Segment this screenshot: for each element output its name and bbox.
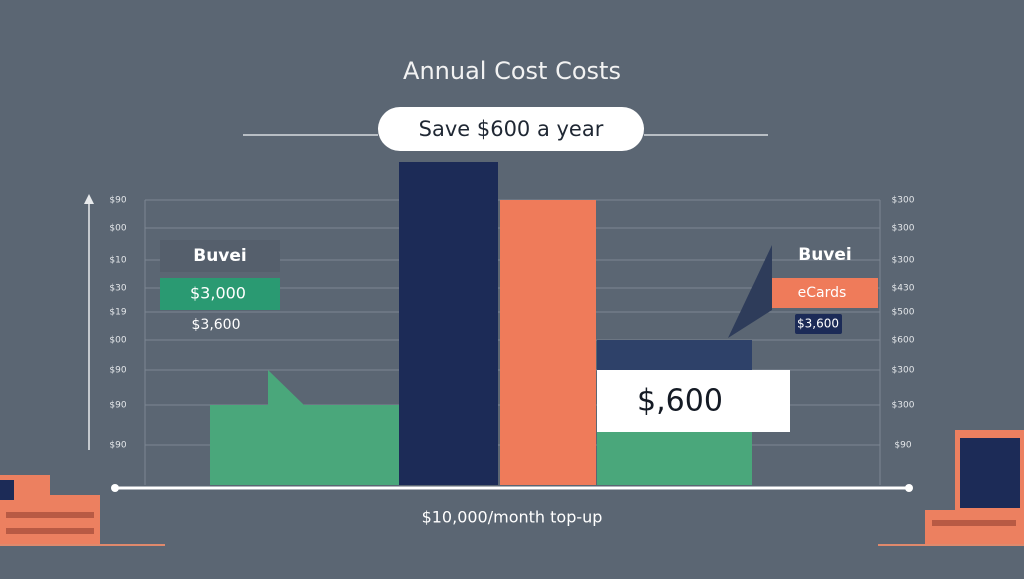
callout-text: $,600 <box>637 384 723 419</box>
right-heading: Buvei <box>798 245 852 265</box>
callout-box <box>597 370 790 432</box>
right-secondary-box <box>795 314 842 334</box>
left-heading: Buvei <box>193 246 247 266</box>
right-axis-label: $300 <box>892 401 915 411</box>
badge <box>378 107 644 151</box>
left-axis-label: $10 <box>109 256 126 266</box>
right-primary-box <box>772 278 878 308</box>
left-axis-label: $90 <box>109 441 126 451</box>
building-left <box>0 475 165 546</box>
footer: $10,000/month top-up <box>422 508 603 527</box>
baseline-end <box>111 484 119 492</box>
green-block <box>597 430 752 485</box>
left-axis-label: $90 <box>109 366 126 376</box>
right-axis-label: $600 <box>892 336 915 346</box>
title: Annual Cost Costs <box>403 57 621 85</box>
right-primary: eCards <box>798 285 847 301</box>
navy-bar <box>399 162 498 485</box>
right-axis-label: $430 <box>892 284 915 294</box>
right-axis-label: $300 <box>892 256 915 266</box>
left-axis-label: $00 <box>109 224 126 234</box>
left-axis-label: $90 <box>109 401 126 411</box>
right-axis-label: $300 <box>892 196 915 206</box>
right-pointer <box>728 245 772 338</box>
green-pointer <box>268 370 304 405</box>
right-axis-label: $300 <box>892 366 915 376</box>
left-heading-box <box>160 240 280 272</box>
axis-arrowhead <box>84 194 94 204</box>
coral-bar <box>500 200 596 485</box>
left-axis-label: $30 <box>109 284 126 294</box>
right-axis-label: $500 <box>892 308 915 318</box>
badge-text: Save $600 a year <box>419 117 604 141</box>
left-axis-label: $00 <box>109 336 126 346</box>
green-block <box>210 405 399 485</box>
left-axis-label: $90 <box>109 196 126 206</box>
baseline-end <box>905 484 913 492</box>
right-axis-label: $90 <box>894 441 911 451</box>
navy-block <box>597 340 752 370</box>
right-axis-label: $300 <box>892 224 915 234</box>
left-secondary: $3,600 <box>192 317 241 333</box>
left-primary-box <box>160 278 280 310</box>
left-primary: $3,000 <box>190 284 246 303</box>
right-secondary: $3,600 <box>797 317 839 331</box>
left-axis-label: $19 <box>109 308 126 318</box>
building-right <box>878 430 1024 546</box>
